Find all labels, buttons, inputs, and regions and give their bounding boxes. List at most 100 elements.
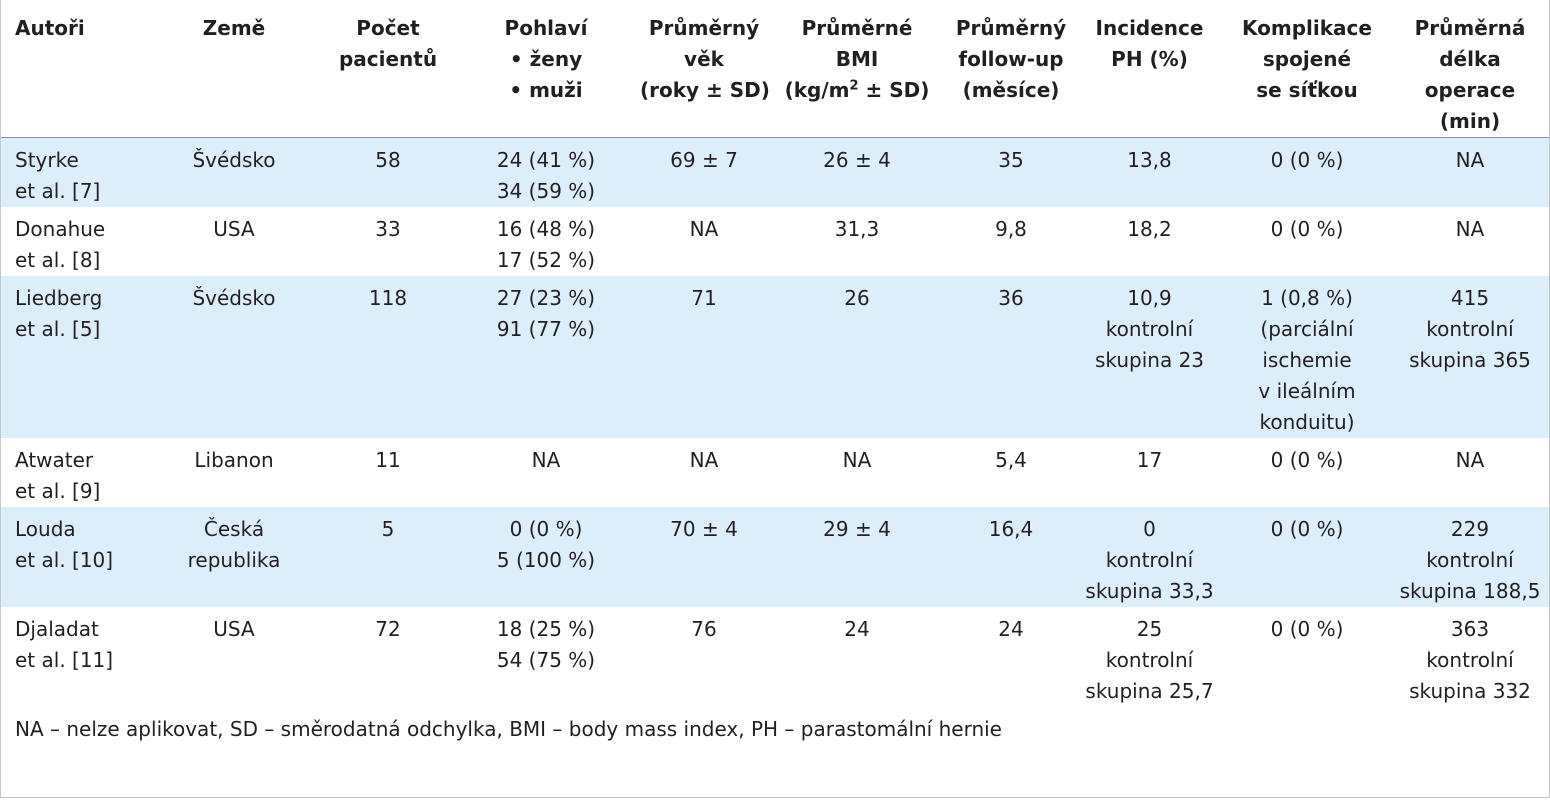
cell-line: NA (1455, 217, 1485, 241)
cell-line: 118 (368, 286, 408, 310)
cell-line: kontrolní (1105, 548, 1194, 572)
cell-line: 10,9 (1127, 286, 1172, 310)
cell-sex: NA (452, 438, 640, 507)
table-row: Atwater et al. [9] Libanon 11 NA NA NA 5,4 17 0 (… (1, 438, 1549, 507)
cell-line: Donahue (15, 217, 106, 241)
cell-line: (parciální (1260, 317, 1354, 341)
cell-line: 24 (998, 617, 1024, 641)
cell-country: USA (144, 607, 324, 707)
cell-line: 29 ± 4 (823, 517, 891, 541)
bullet-men: muži (452, 75, 640, 106)
header-sex: Pohlaví ženy muži (452, 0, 640, 138)
cell-line: 76 (691, 617, 717, 641)
bullet-women: ženy (452, 44, 640, 75)
cell-line: skupina 25,7 (1085, 679, 1214, 703)
cell-incidence: 18,2 (1076, 207, 1223, 276)
cell-line: NA (689, 217, 719, 241)
cell-complications: 0 (0 %) (1223, 137, 1391, 207)
cell-duration: NA (1391, 207, 1549, 276)
header-row: Autoři Země Počet pacientů Pohlaví ženy … (1, 0, 1549, 138)
cell-complications: 0 (0 %) (1223, 438, 1391, 507)
cell-duration: NA (1391, 438, 1549, 507)
footnote-row: NA – nelze aplikovat, SD – směrodatná od… (1, 707, 1549, 745)
cell-duration: 229 kontrolní skupina 188,5 (1391, 507, 1549, 607)
cell-line: skupina 33,3 (1085, 579, 1214, 603)
cell-line: et al. [11] (15, 648, 114, 672)
cell-line: ischemie (1262, 348, 1352, 372)
cell-line: NA (689, 448, 719, 472)
cell-line: 1 (0,8 %) (1261, 286, 1353, 310)
cell-line: et al. [10] (15, 548, 114, 572)
cell-duration: 363 kontrolní skupina 332 (1391, 607, 1549, 707)
bullet-icon (509, 78, 529, 102)
cell-line: et al. [9] (15, 479, 101, 503)
cell-line: 54 (75 %) (496, 648, 596, 672)
cell-line: et al. [8] (15, 248, 101, 272)
cell-line: 16 (48 %) (496, 217, 596, 241)
cell-bmi: NA (768, 438, 946, 507)
cell-bmi: 26 ± 4 (768, 137, 946, 207)
cell-line: kontrolní (1426, 317, 1514, 341)
cell-authors: Styrke et al. [7] (1, 137, 144, 207)
table-row: Styrke et al. [7] Švédsko 58 24 (41 %) 34 (59… (1, 137, 1549, 207)
cell-incidence: 13,8 (1076, 137, 1223, 207)
cell-line: 26 (844, 286, 870, 310)
cell-age: NA (640, 207, 768, 276)
cell-followup: 24 (946, 607, 1076, 707)
cell-line: 9,8 (995, 217, 1027, 241)
cell-complications: 1 (0,8 %) (parciální ischemie v ileálním kon… (1223, 276, 1391, 438)
cell-sex: 27 (23 %) 91 (77 %) (452, 276, 640, 438)
cell-line: 35 (998, 148, 1024, 172)
cell-followup: 9,8 (946, 207, 1076, 276)
cell-line: et al. [5] (15, 317, 101, 341)
cell-age: 69 ± 7 (640, 137, 768, 207)
cell-line: 25 (1136, 617, 1163, 641)
cell-line: NA (1455, 148, 1485, 172)
cell-line: Djaladat (15, 617, 99, 641)
cell-line: 5 (381, 517, 395, 541)
cell-line: 5,4 (995, 448, 1027, 472)
table-row: Liedberg et al. [5] Švédsko 118 27 (23 %) 91 … (1, 276, 1549, 438)
cell-line: 69 ± 7 (670, 148, 738, 172)
cell-line: skupina 23 (1094, 348, 1205, 372)
cell-sex: 18 (25 %) 54 (75 %) (452, 607, 640, 707)
cell-line: Švédsko (192, 148, 276, 172)
header-age: Průměrný věk (roky ± SD) (640, 0, 770, 138)
cell-line: kontrolní (1426, 648, 1514, 672)
cell-followup: 5,4 (946, 438, 1076, 507)
cell-line: skupina 188,5 (1399, 579, 1541, 603)
cell-line: 26 ± 4 (823, 148, 891, 172)
cell-line: USA (213, 617, 255, 641)
header-followup: Průměrný follow-up (měsíce) (946, 0, 1076, 138)
cell-followup: 16,4 (946, 507, 1076, 607)
cell-patients: 33 (324, 207, 452, 276)
cell-country: Švédsko (144, 137, 324, 207)
header-authors: Autoři (1, 0, 144, 138)
cell-bmi: 29 ± 4 (768, 507, 946, 607)
table-row: Louda et al. [10] Česká republika 5 0 (0 %) 5 … (1, 507, 1549, 607)
header-complications: Komplikace spojené se síťkou (1223, 0, 1391, 138)
cell-bmi: 26 (768, 276, 946, 438)
cell-line: NA (842, 448, 872, 472)
cell-line: kontrolní (1105, 648, 1194, 672)
footnote: NA – nelze aplikovat, SD – směrodatná od… (15, 717, 1002, 741)
cell-line: Česká (203, 517, 265, 541)
cell-complications: 0 (0 %) (1223, 207, 1391, 276)
cell-line: 24 (41 %) (496, 148, 596, 172)
table-row: Djaladat et al. [11] USA 72 18 (25 %) 54 (75 … (1, 607, 1549, 707)
cell-line: Liedberg (15, 286, 103, 310)
cell-line: republika (187, 548, 281, 572)
cell-line: 16,4 (988, 517, 1034, 541)
cell-bmi: 31,3 (768, 207, 946, 276)
cell-line: 34 (59 %) (496, 179, 596, 203)
cell-line: v ileálním (1258, 379, 1356, 403)
cell-line: Styrke (15, 148, 79, 172)
cell-line: 13,8 (1127, 148, 1172, 172)
cell-line: 27 (23 %) (496, 286, 596, 310)
cell-authors: Donahue et al. [8] (1, 207, 144, 276)
cell-followup: 35 (946, 137, 1076, 207)
cell-line: et al. [7] (15, 179, 101, 203)
cell-line: 58 (375, 148, 401, 172)
cell-line: 0 (0 %) (1270, 517, 1344, 541)
